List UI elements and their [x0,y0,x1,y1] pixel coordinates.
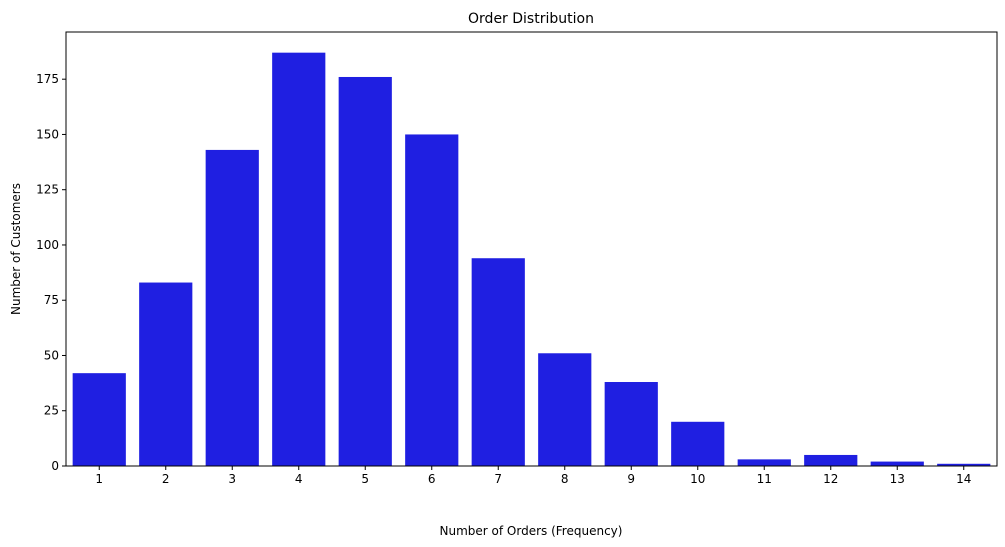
y-axis-ticks: 0 25 50 75 100 125 150 175 [36,72,66,473]
bar-8 [538,353,592,466]
x-tick-label-8: 8 [561,472,569,486]
bar-2 [139,282,193,466]
x-tick-label-7: 7 [494,472,502,486]
y-tick-label-0: 0 [51,459,59,473]
chart-title: Order Distribution [468,11,594,27]
y-tick-label-25: 25 [44,404,59,418]
bar-12 [804,454,858,466]
x-tick-label-14: 14 [956,472,971,486]
x-tick-label-13: 13 [890,472,905,486]
y-tick-label-75: 75 [44,293,59,307]
bar-5 [338,76,392,466]
bar-9 [604,382,658,466]
bar-11 [737,459,791,466]
x-tick-label-5: 5 [361,472,369,486]
x-axis-label: Number of Orders (Frequency) [440,524,623,538]
bars-group [72,52,991,467]
y-tick-label-150: 150 [36,127,59,141]
bar-10 [671,421,725,466]
y-axis-label: Number of Customers [9,183,23,315]
y-tick-label-100: 100 [36,238,59,252]
x-tick-label-10: 10 [690,472,705,486]
plot-frame [65,31,998,467]
bar-1 [72,373,126,466]
bar-7 [471,258,525,466]
x-tick-label-1: 1 [95,472,103,486]
y-tick-label-125: 125 [36,183,59,197]
x-tick-label-6: 6 [428,472,436,486]
x-tick-label-2: 2 [162,472,170,486]
bar-3 [205,149,259,467]
bar-4 [272,52,326,467]
y-tick-label-50: 50 [44,348,59,362]
bar-6 [405,134,459,466]
x-tick-label-9: 9 [627,472,635,486]
x-tick-label-12: 12 [823,472,838,486]
y-tick-label-175: 175 [36,72,59,86]
x-tick-label-4: 4 [295,472,303,486]
bar-13 [870,461,924,466]
x-tick-label-11: 11 [757,472,772,486]
bar-14 [937,463,991,466]
x-tick-label-3: 3 [228,472,236,486]
x-axis-ticks: 1 2 3 4 5 6 7 8 9 10 11 12 13 14 [95,466,971,486]
